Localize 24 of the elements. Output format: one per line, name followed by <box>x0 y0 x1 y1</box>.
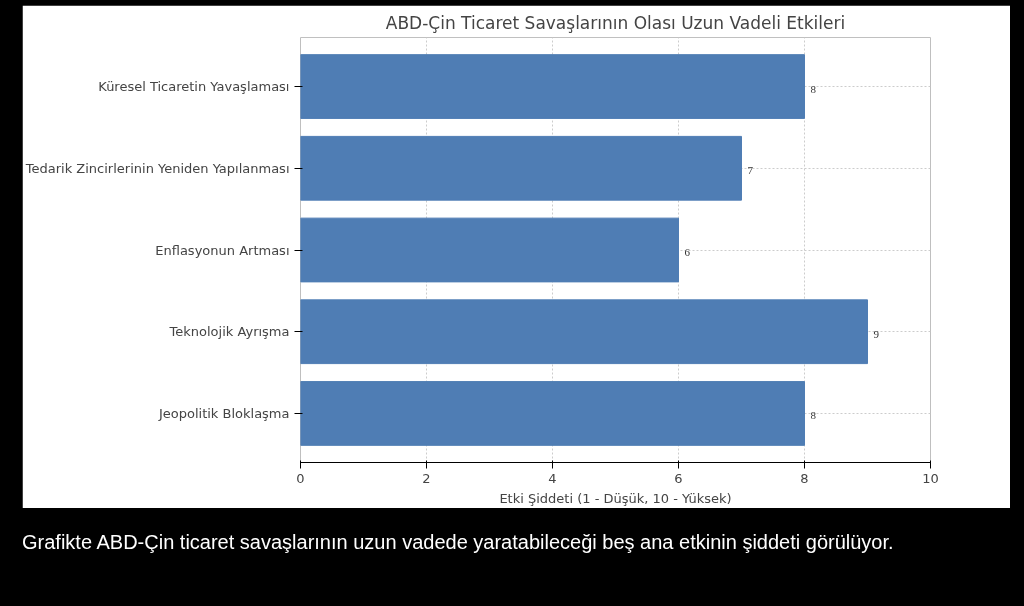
bar <box>300 54 805 119</box>
bar <box>300 299 868 365</box>
x-tick-label: 6 <box>674 470 683 486</box>
x-axis-title: Etki Şiddeti (1 - Düşük, 10 - Yüksek) <box>499 490 732 506</box>
data-label: 8 <box>810 82 817 95</box>
x-tick-label: 4 <box>548 470 557 486</box>
chart-title: ABD-Çin Ticaret Savaşlarının Olası Uzun Vadeli Etkileri <box>385 12 846 33</box>
data-label: 8 <box>810 409 817 422</box>
y-tick-label: Tedarik Zincirlerinin Yeniden Yapılanması <box>24 160 290 176</box>
x-tick-label: 8 <box>800 470 809 486</box>
x-tick-label: 10 <box>922 470 939 486</box>
bar <box>300 217 679 283</box>
bar <box>300 135 742 201</box>
x-tick-label: 2 <box>422 470 431 486</box>
x-tick-label: 0 <box>296 470 305 486</box>
y-tick-label: Jeopolitik Bloklaşma <box>157 405 290 421</box>
data-label: 6 <box>684 246 691 258</box>
data-label: 9 <box>873 327 880 340</box>
bar <box>300 381 805 446</box>
y-tick-label: Enflasyonun Artması <box>155 242 290 258</box>
data-label: 7 <box>747 164 754 177</box>
text: Grafikte ABD-Çin ticaret savaşlarının uzun vadede yaratabileceği beş ana etkinin şiddeti görülüyor. <box>22 530 894 555</box>
y-tick-label: Küresel Ticaretin Yavaşlaması <box>98 79 290 95</box>
y-tick-label: Teknolojik Ayrışma <box>168 324 290 340</box>
